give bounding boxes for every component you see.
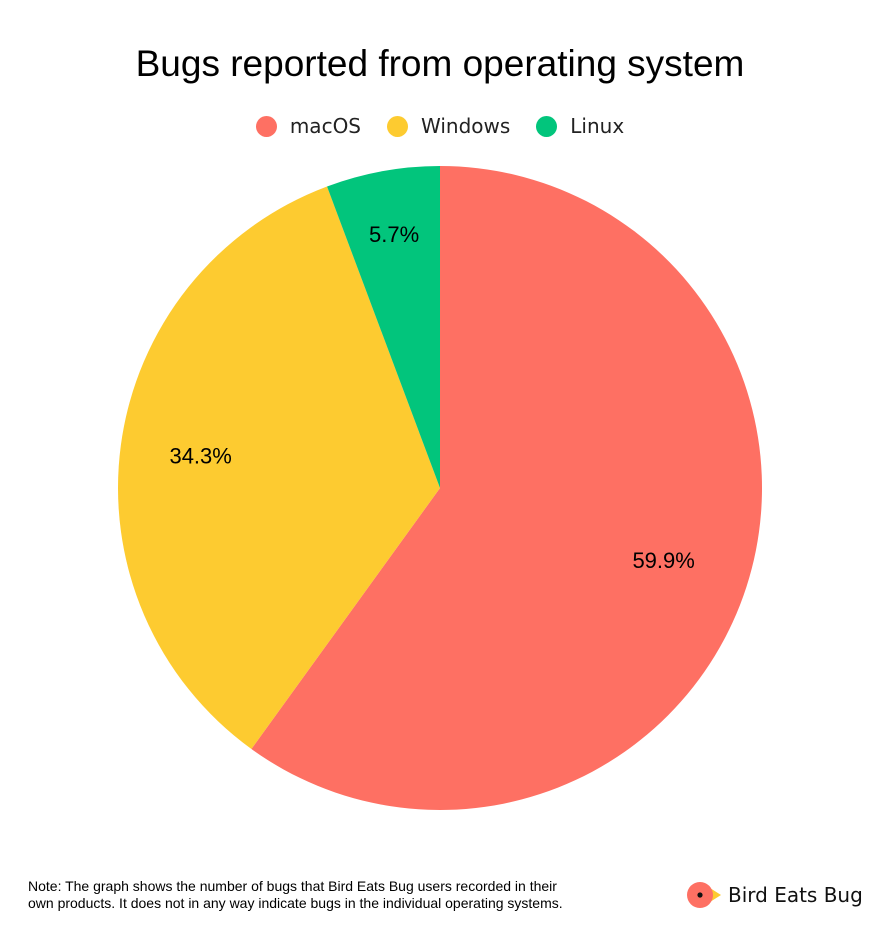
chart-legend: macOS Windows Linux <box>0 110 880 142</box>
legend-swatch-macos <box>255 115 277 137</box>
pie-chart: 59.9% 34.3% 5.7% <box>117 166 763 811</box>
footnote: Note: The graph shows the number of bugs… <box>28 878 668 912</box>
chart-title: Bugs reported from operating system <box>135 43 745 84</box>
pie-slice-linux <box>327 166 440 488</box>
footnote-line-1: Note: The graph shows the number of bugs… <box>28 878 557 894</box>
legend-swatch-linux <box>536 115 558 137</box>
legend-label-windows: Windows <box>421 114 511 138</box>
data-label-linux: 5.7% <box>369 222 419 247</box>
pie-data-labels: 59.9% 34.3% 5.7% <box>169 222 694 573</box>
bird-logo-icon <box>687 882 721 908</box>
legend-item-windows: Windows <box>387 114 510 138</box>
legend-label-macos: macOS <box>289 114 361 138</box>
legend-item-linux: Linux <box>536 114 624 138</box>
brand-name: Bird Eats Bug <box>728 883 863 907</box>
pie-slice-macos <box>251 166 763 811</box>
legend-item-macos: macOS <box>255 114 361 138</box>
pie-slice-windows <box>117 186 440 749</box>
data-label-windows: 34.3% <box>169 443 231 468</box>
data-label-macos: 59.9% <box>632 548 694 573</box>
legend-label-linux: Linux <box>570 114 625 138</box>
pie-slices <box>117 166 763 811</box>
brand: Bird Eats Bug <box>686 880 863 910</box>
legend-swatch-windows <box>387 115 408 137</box>
footnote-line-2: own products. It does not in any way ind… <box>28 895 563 911</box>
